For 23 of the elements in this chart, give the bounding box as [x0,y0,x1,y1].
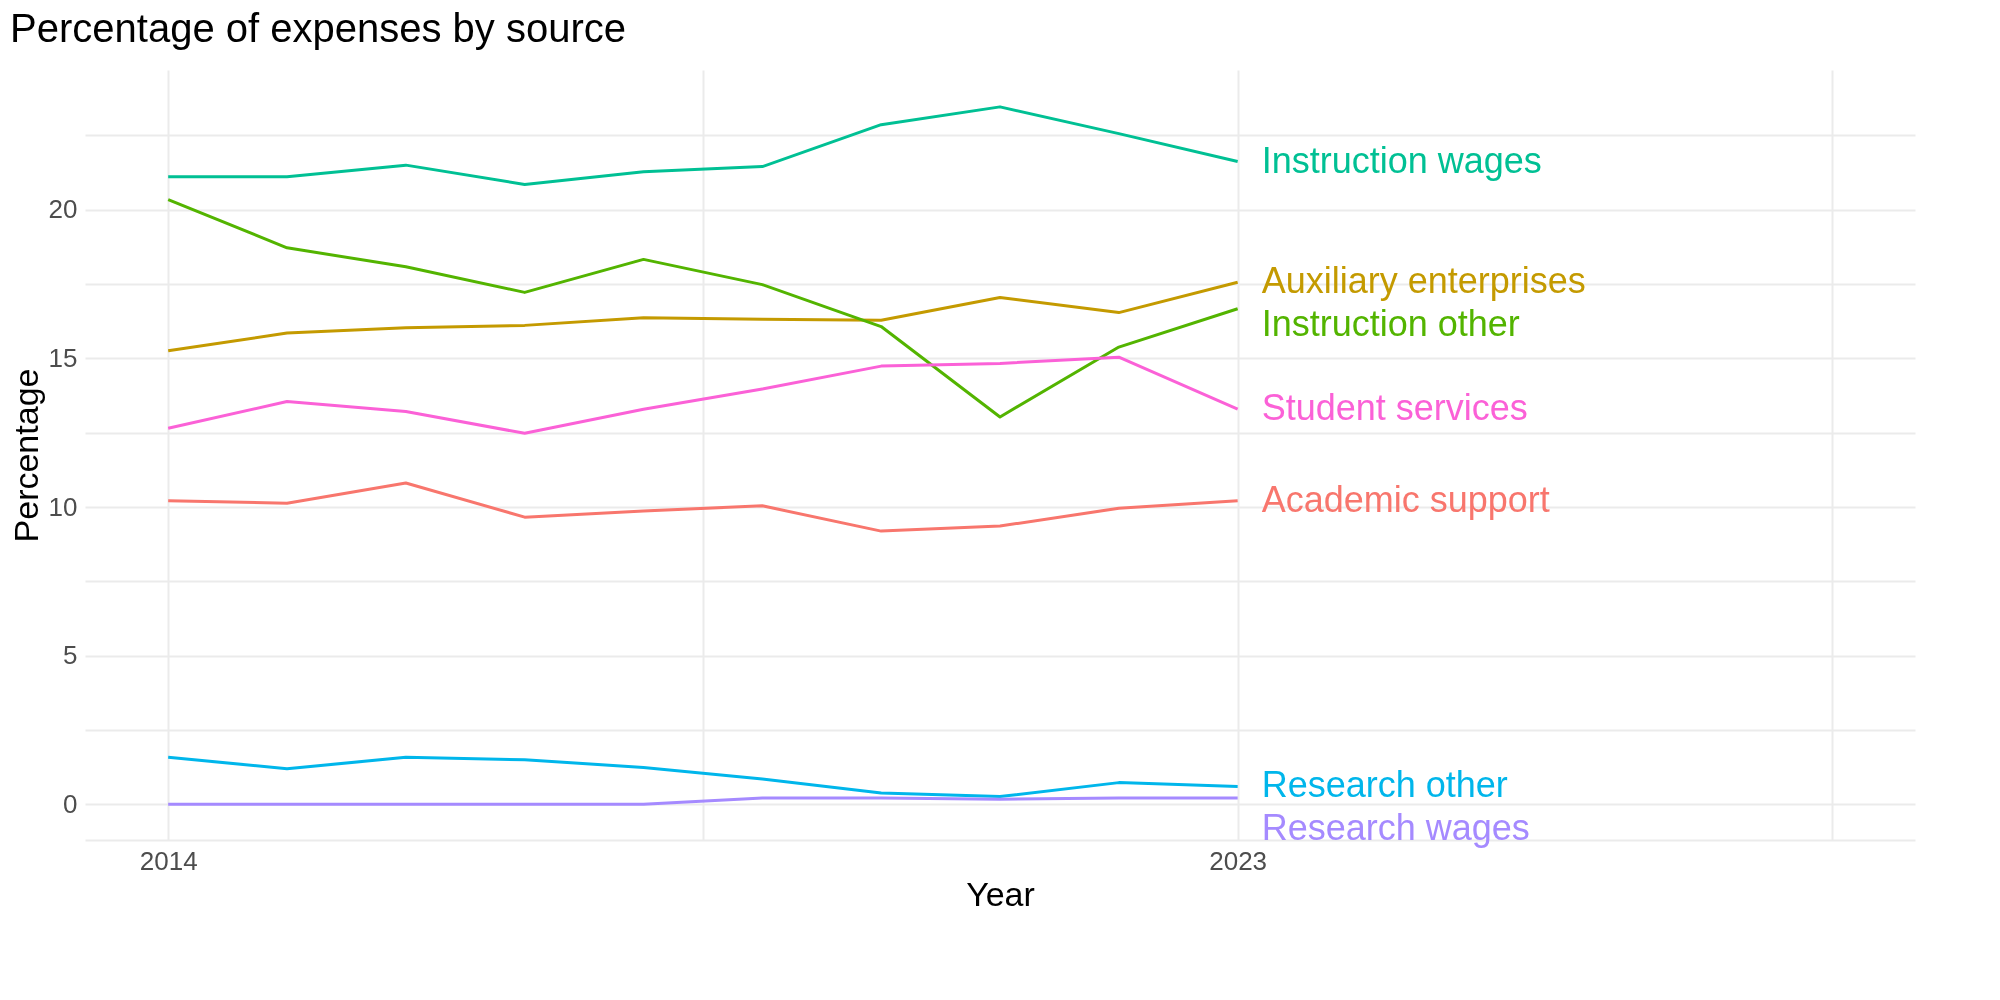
series-label: Research other [1261,764,1508,806]
y-tick-label: 20 [48,194,78,225]
series-label: Academic support [1261,478,1550,520]
y-tick-label: 0 [63,788,78,819]
x-axis-title: Year [966,874,1035,913]
y-axis-title: Percentage [6,368,45,543]
series-label: Research wages [1261,806,1530,848]
line-series [166,755,1240,799]
line-series [166,355,1240,435]
x-tick-label: 2014 [139,845,198,876]
x-tick-label: 2023 [1209,845,1268,876]
y-tick-label: 15 [48,342,78,373]
line-series [166,105,1240,186]
y-tick-label: 10 [48,491,78,522]
series-label: Instruction wages [1261,139,1542,181]
line-series [166,198,1240,419]
y-tick-label: 5 [63,640,78,671]
series-label: Auxiliary enterprises [1261,260,1586,302]
chart-title: Percentage of expenses by source [10,6,627,50]
series-label: Student services [1261,387,1528,429]
line-series [166,481,1240,533]
series-label: Instruction other [1261,302,1520,344]
line-series [166,280,1240,353]
